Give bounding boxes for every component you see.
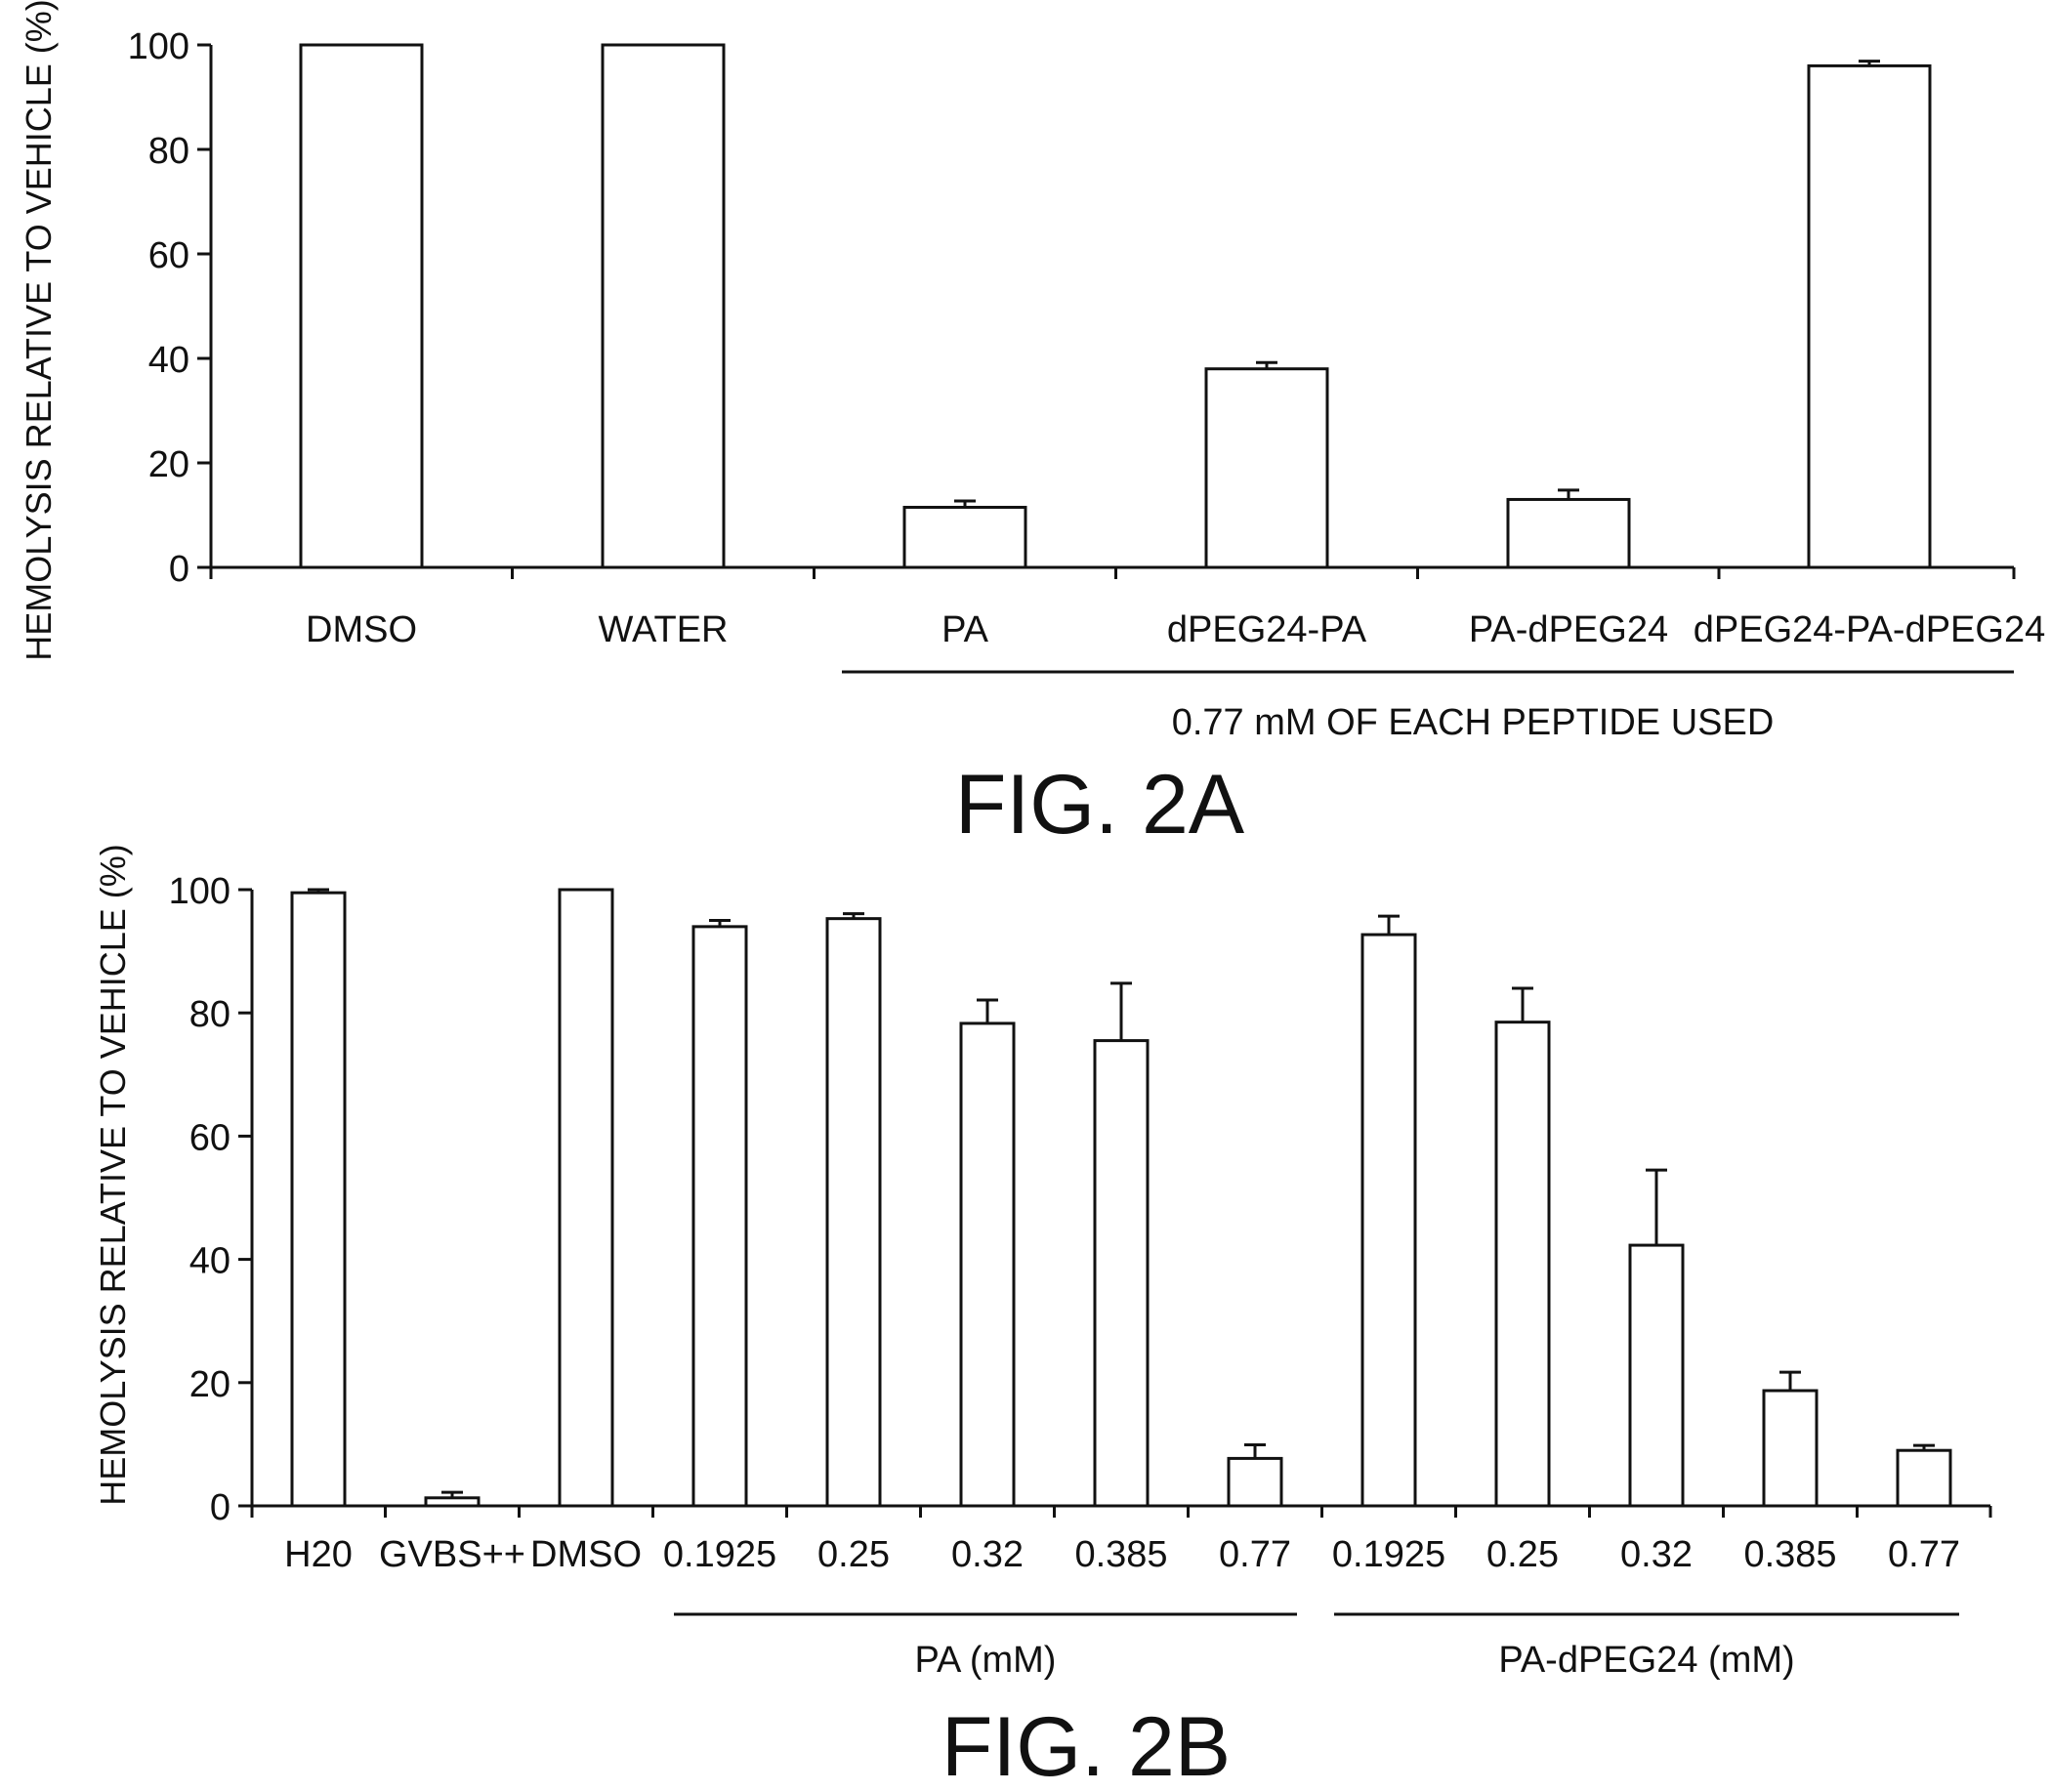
bar (290, 891, 347, 1508)
y-ticks-a: 0 20 40 60 80 100 (128, 26, 2016, 590)
bar (558, 888, 614, 1508)
bar (825, 917, 882, 1508)
bar (299, 43, 424, 569)
y-tick-label: 20 (148, 444, 189, 485)
y-ticks-b: 0 20 40 60 80 100 (169, 871, 1992, 1528)
category-label: DMSO (306, 609, 417, 650)
bar (1628, 1243, 1685, 1508)
bar (902, 505, 1027, 569)
bar (1506, 497, 1631, 569)
y-tick-label: 40 (189, 1241, 230, 1282)
y-tick-label: 0 (169, 549, 189, 590)
category-label: PA-dPEG24 (1469, 609, 1668, 650)
y-tick-label: 100 (169, 871, 230, 912)
bars-a (299, 43, 1932, 569)
category-label: 0.25 (1486, 1534, 1559, 1575)
figure-caption-a: FIG. 2A (955, 758, 1245, 852)
category-label: 0.1925 (663, 1534, 776, 1575)
category-label: 0.385 (1743, 1534, 1836, 1575)
y-axis-title-b: HEMOLYSIS RELATIVE TO VEHICLE (%) (93, 844, 133, 1506)
bar (1227, 1456, 1283, 1508)
bar (1093, 1039, 1150, 1508)
y-tick-label: 0 (210, 1487, 230, 1528)
y-tick-label: 40 (148, 340, 189, 381)
bar (1204, 367, 1329, 569)
category-label: 0.25 (817, 1534, 890, 1575)
y-axis-title-a: HEMOLYSIS RELATIVE TO VEHICLE (%) (19, 0, 59, 661)
bar (1762, 1389, 1819, 1508)
group-label-pa: PA (mM) (915, 1640, 1057, 1681)
category-label: 0.385 (1074, 1534, 1167, 1575)
group-label-peptide: 0.77 mM OF EACH PEPTIDE USED (1172, 702, 1775, 743)
bar (1896, 1448, 1952, 1508)
category-label: PA (941, 609, 989, 650)
y-tick-label: 60 (189, 1117, 230, 1158)
category-label: 0.32 (951, 1534, 1024, 1575)
category-label: dPEG24-PA-dPEG24 (1694, 609, 2045, 650)
bar (959, 1021, 1016, 1508)
category-label: DMSO (530, 1534, 642, 1575)
group-label-pa-dpeg24: PA-dPEG24 (mM) (1498, 1640, 1794, 1681)
y-tick-label: 20 (189, 1364, 230, 1405)
bar (1360, 933, 1417, 1508)
bar (1494, 1021, 1551, 1508)
chart-panel-b: HEMOLYSIS RELATIVE TO VEHICLE (%) 0 20 40 6… (93, 844, 1992, 1792)
category-label: 0.32 (1620, 1534, 1693, 1575)
category-label: H20 (284, 1534, 353, 1575)
bar (601, 43, 726, 569)
category-label: dPEG24-PA (1167, 609, 1367, 650)
bar (1807, 63, 1932, 569)
y-tick-label: 100 (128, 26, 189, 67)
category-label: GVBS++ (379, 1534, 525, 1575)
category-labels-a: DMSO WATER PA dPEG24-PA PA-dPEG24 dPEG24-PA-d… (306, 609, 2045, 650)
category-labels-b: H20 GVBS++ DMSO 0.1925 0.25 0.32 0.385 0.77 0.19… (284, 1534, 1960, 1575)
chart-panel-a: HEMOLYSIS RELATIVE TO VEHICLE (%) 0 20 40 6… (19, 0, 2045, 852)
y-tick-label: 80 (148, 131, 189, 172)
figure-caption-b: FIG. 2B (941, 1700, 1231, 1792)
category-label: 0.1925 (1332, 1534, 1445, 1575)
y-tick-label: 60 (148, 235, 189, 276)
category-label: 0.77 (1219, 1534, 1291, 1575)
category-label: 0.77 (1888, 1534, 1960, 1575)
bars-b (290, 888, 1952, 1508)
category-label: WATER (599, 609, 729, 650)
y-tick-label: 80 (189, 994, 230, 1035)
bar (691, 925, 748, 1508)
